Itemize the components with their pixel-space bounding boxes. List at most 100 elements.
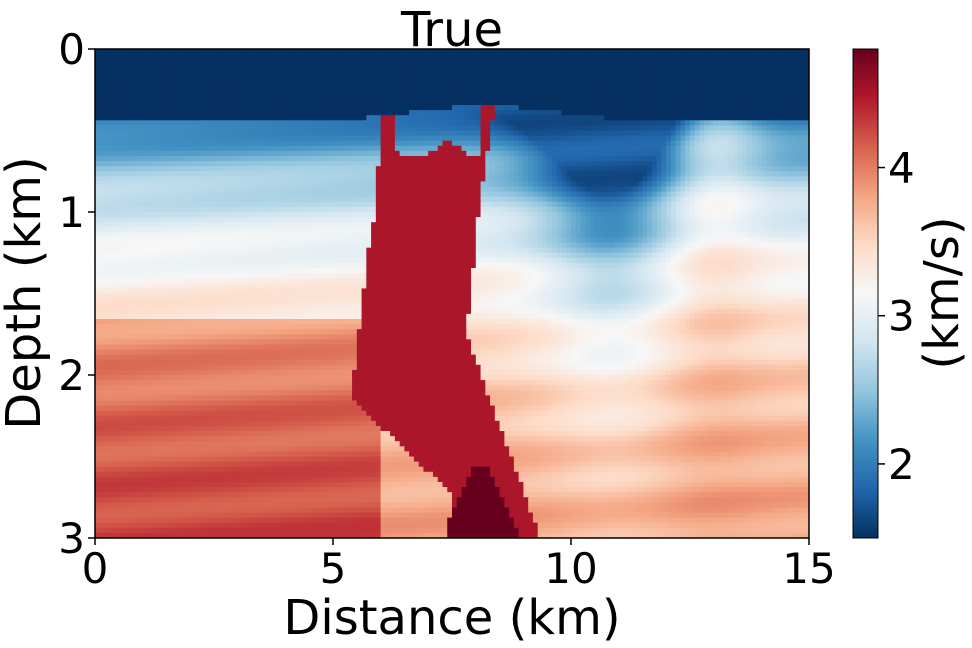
heatmap-cell xyxy=(156,140,163,147)
heatmap-cell xyxy=(499,176,505,183)
heatmap-cell xyxy=(404,89,410,96)
heatmap-cell xyxy=(366,89,372,96)
heatmap-cell xyxy=(613,49,620,55)
heatmap-cell xyxy=(528,191,534,198)
heatmap-cell xyxy=(190,140,196,147)
heatmap-cell xyxy=(685,99,691,106)
heatmap-cell xyxy=(171,125,177,132)
heatmap-cell xyxy=(356,176,363,183)
heatmap-cell xyxy=(728,191,734,198)
heatmap-cell xyxy=(190,84,196,91)
heatmap-cell xyxy=(309,125,315,132)
heatmap-cell xyxy=(494,191,501,198)
heatmap-cell xyxy=(528,49,534,55)
heatmap-cell xyxy=(156,59,163,65)
heatmap-cell xyxy=(328,105,334,111)
heatmap-cell xyxy=(237,150,244,157)
heatmap-cell xyxy=(104,201,110,208)
heatmap-cell xyxy=(585,201,591,208)
heatmap-cell xyxy=(390,186,396,193)
heatmap-cell xyxy=(685,74,691,81)
heatmap-cell xyxy=(404,84,410,91)
heatmap-cell xyxy=(670,64,677,70)
heatmap-cell xyxy=(404,125,410,132)
heatmap-cell xyxy=(513,84,520,91)
heatmap-cell xyxy=(437,94,444,101)
heatmap-cell xyxy=(804,201,809,208)
heatmap-cell xyxy=(147,74,153,81)
heatmap-cell xyxy=(770,74,777,81)
heatmap-cell xyxy=(680,201,686,208)
heatmap-cell xyxy=(456,140,463,147)
heatmap-cell xyxy=(128,217,134,223)
heatmap-cell xyxy=(280,69,286,76)
heatmap-cell xyxy=(594,155,601,162)
heatmap-cell xyxy=(280,89,286,96)
heatmap-cell xyxy=(551,161,558,167)
heatmap-cell xyxy=(352,115,358,121)
heatmap-cell xyxy=(699,74,705,81)
heatmap-cell xyxy=(547,99,553,106)
heatmap-cell xyxy=(666,64,672,70)
heatmap-cell xyxy=(137,130,144,137)
heatmap-cell xyxy=(742,84,748,91)
heatmap-cell xyxy=(728,145,734,152)
heatmap-cell xyxy=(599,59,605,65)
heatmap-cell xyxy=(285,181,291,188)
heatmap-cell xyxy=(590,105,596,111)
heatmap-cell xyxy=(656,110,663,116)
heatmap-cell xyxy=(794,191,801,198)
heatmap-cell xyxy=(632,125,639,132)
heatmap-cell xyxy=(794,120,801,126)
heatmap-cell xyxy=(137,125,144,132)
heatmap-cell xyxy=(694,84,701,91)
heatmap-cell xyxy=(432,105,439,111)
heatmap-cell xyxy=(228,155,234,162)
heatmap-cell xyxy=(485,99,491,106)
heatmap-cell xyxy=(285,196,291,203)
heatmap-cell xyxy=(766,166,772,172)
heatmap-cell xyxy=(233,186,239,193)
heatmap-cell xyxy=(447,206,453,213)
heatmap-cell xyxy=(175,74,182,81)
heatmap-cell xyxy=(432,54,439,60)
heatmap-cell xyxy=(152,206,158,213)
heatmap-cell xyxy=(599,181,605,188)
heatmap-cell xyxy=(613,176,620,183)
heatmap-cell xyxy=(204,176,210,183)
heatmap-cell xyxy=(613,99,620,106)
heatmap-cell xyxy=(152,181,158,188)
heatmap-cell xyxy=(561,140,567,147)
heatmap-cell xyxy=(309,135,315,142)
heatmap-cell xyxy=(309,54,315,60)
heatmap-cell xyxy=(604,186,610,193)
heatmap-cell xyxy=(756,166,762,172)
heatmap-cell xyxy=(142,99,148,106)
heatmap-cell xyxy=(333,125,339,132)
heatmap-cell xyxy=(352,54,358,60)
heatmap-cell xyxy=(152,150,158,157)
heatmap-cell xyxy=(304,217,310,223)
heatmap-cell xyxy=(518,135,524,142)
heatmap-cell xyxy=(566,135,572,142)
heatmap-cell xyxy=(280,150,286,157)
heatmap-cell xyxy=(313,196,320,203)
heatmap-cell xyxy=(651,140,658,147)
heatmap-cell xyxy=(266,206,272,213)
heatmap-cell xyxy=(804,206,809,213)
heatmap-cell xyxy=(413,115,420,121)
heatmap-cell xyxy=(456,150,463,157)
heatmap-cell xyxy=(175,115,182,121)
heatmap-cell xyxy=(756,145,762,152)
heatmap-cell xyxy=(371,84,377,91)
heatmap-cell xyxy=(280,99,286,106)
heatmap-cell xyxy=(99,155,106,162)
heatmap-cell xyxy=(171,150,177,157)
heatmap-cell xyxy=(218,150,225,157)
heatmap-cell xyxy=(399,150,405,157)
heatmap-cell xyxy=(214,217,220,223)
heatmap-cell xyxy=(509,69,515,76)
heatmap-cell xyxy=(623,191,629,198)
heatmap-cell xyxy=(661,69,667,76)
heatmap-cell xyxy=(171,59,177,65)
